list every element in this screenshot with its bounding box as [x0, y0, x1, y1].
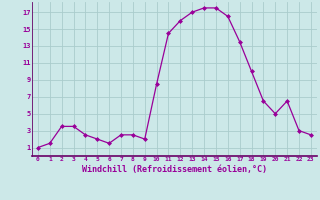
X-axis label: Windchill (Refroidissement éolien,°C): Windchill (Refroidissement éolien,°C) [82, 165, 267, 174]
